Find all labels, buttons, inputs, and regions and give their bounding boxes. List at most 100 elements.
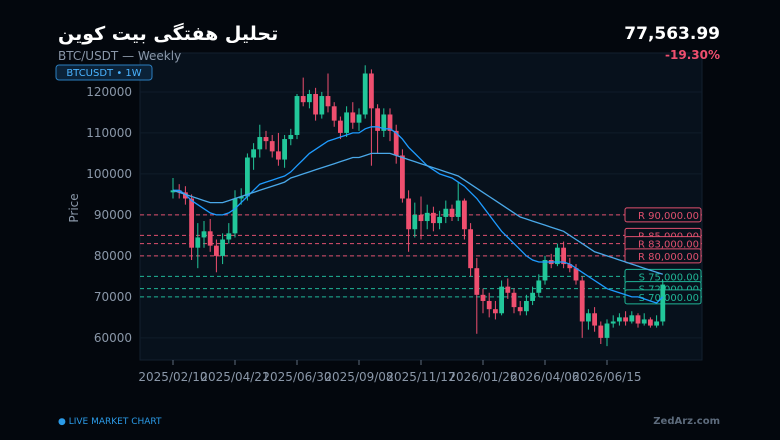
- candle-body: [245, 157, 250, 197]
- candle-body: [617, 317, 622, 322]
- candle-body: [561, 247, 566, 265]
- candle-body: [207, 231, 213, 246]
- y-tick-label: 120000: [86, 85, 132, 99]
- candle-body: [176, 190, 182, 193]
- badge-box: [55, 64, 153, 81]
- candle-body: [468, 229, 473, 269]
- level-label: S 70,000.00: [639, 293, 699, 304]
- footer-right: ZedArz.com: [653, 416, 720, 427]
- candle-body: [375, 108, 380, 131]
- y-tick-label: 70000: [94, 290, 132, 304]
- candle-body: [325, 96, 331, 107]
- candle-body: [542, 259, 548, 281]
- candle-body: [517, 307, 523, 312]
- subtitle: BTC/USDT — Weekly: [58, 49, 181, 63]
- candle-body: [381, 114, 387, 131]
- y-tick-label: 100000: [86, 167, 132, 181]
- candle-body: [604, 323, 610, 338]
- x-tick-label: 2025/09/08: [324, 370, 393, 384]
- y-tick-label: 80000: [94, 249, 132, 263]
- candle-body: [493, 309, 498, 314]
- candle-body: [499, 286, 504, 314]
- badge: BTCUSDT • 1W: [66, 68, 141, 79]
- x-tick-label: 2025/06/30: [262, 370, 331, 384]
- level-label: R 83,000.00: [638, 240, 699, 251]
- candle-body: [282, 139, 287, 160]
- candle-body: [455, 200, 461, 217]
- candle-body: [462, 200, 467, 230]
- moving-average: [172, 152, 663, 275]
- candle-body: [201, 231, 207, 238]
- candle-body: [269, 141, 275, 152]
- candle-body: [226, 233, 232, 240]
- candle-body: [505, 286, 511, 293]
- level-label: R 80,000.00: [638, 252, 699, 263]
- candle-body: [393, 130, 399, 156]
- candle-body: [431, 212, 436, 224]
- candle-body: [238, 196, 244, 199]
- candle-body: [406, 198, 411, 230]
- candle-body: [530, 292, 535, 301]
- candle-body: [573, 268, 579, 281]
- y-tick-label: 110000: [86, 126, 132, 140]
- level-label: R 90,000.00: [638, 211, 699, 222]
- candle-body: [598, 325, 604, 338]
- change: -19.30%: [665, 48, 720, 62]
- candle-body: [654, 321, 659, 326]
- moving-average: [173, 126, 664, 304]
- footer-left: ● LIVE MARKET CHART: [58, 417, 162, 427]
- candle-body: [524, 300, 529, 312]
- candle-body: [313, 93, 318, 115]
- x-tick-label: 2025/11/17: [386, 370, 455, 384]
- candle-body: [319, 96, 325, 115]
- candle-body: [480, 294, 486, 301]
- candle-body: [294, 96, 300, 135]
- level-box: [624, 207, 702, 223]
- candle-body: [214, 245, 219, 256]
- chart-title: تحلیل هفتگی بیت کوین: [58, 22, 278, 45]
- candle-body: [189, 198, 194, 248]
- x-tick-label: 2026/06/15: [572, 370, 641, 384]
- x-tick-label: 2025/02/10: [138, 370, 207, 384]
- candle-body: [635, 315, 641, 324]
- candle-body: [437, 216, 442, 224]
- x-tick-label: 2025/04/21: [200, 370, 269, 384]
- candle-body: [424, 212, 430, 222]
- candle-body: [183, 192, 188, 199]
- candle-body: [300, 96, 306, 103]
- candle-body: [412, 214, 418, 230]
- candle-body: [257, 137, 263, 150]
- candle-body: [660, 284, 666, 322]
- candle-body: [356, 114, 362, 123]
- y-tick-label: 90000: [94, 208, 132, 222]
- candle-body: [567, 264, 573, 269]
- candle-body: [232, 198, 238, 234]
- candle-body: [511, 292, 517, 308]
- candle-body: [307, 93, 312, 103]
- candle-body: [418, 214, 424, 222]
- candle-body: [629, 315, 635, 322]
- level-label: S 75,000.00: [639, 272, 699, 283]
- candle-body: [276, 151, 281, 160]
- candle-body: [555, 247, 560, 265]
- candle-body: [369, 73, 374, 109]
- candle-body: [251, 149, 256, 158]
- candle-body: [362, 73, 368, 115]
- candle-body: [443, 208, 449, 217]
- candle-body: [579, 280, 585, 322]
- candle-body: [344, 112, 349, 133]
- level-box: [624, 248, 702, 264]
- y-axis-label: Price: [67, 193, 81, 222]
- candle-body: [449, 208, 455, 217]
- candle-body: [536, 280, 542, 293]
- candle-body: [586, 313, 591, 322]
- candle-body: [610, 321, 616, 324]
- candle-body: [263, 137, 269, 142]
- candle-body: [220, 239, 225, 256]
- candle-body: [170, 190, 176, 193]
- candle-body: [486, 300, 492, 310]
- price: 77,563.99: [624, 24, 720, 44]
- candle-body: [338, 120, 343, 133]
